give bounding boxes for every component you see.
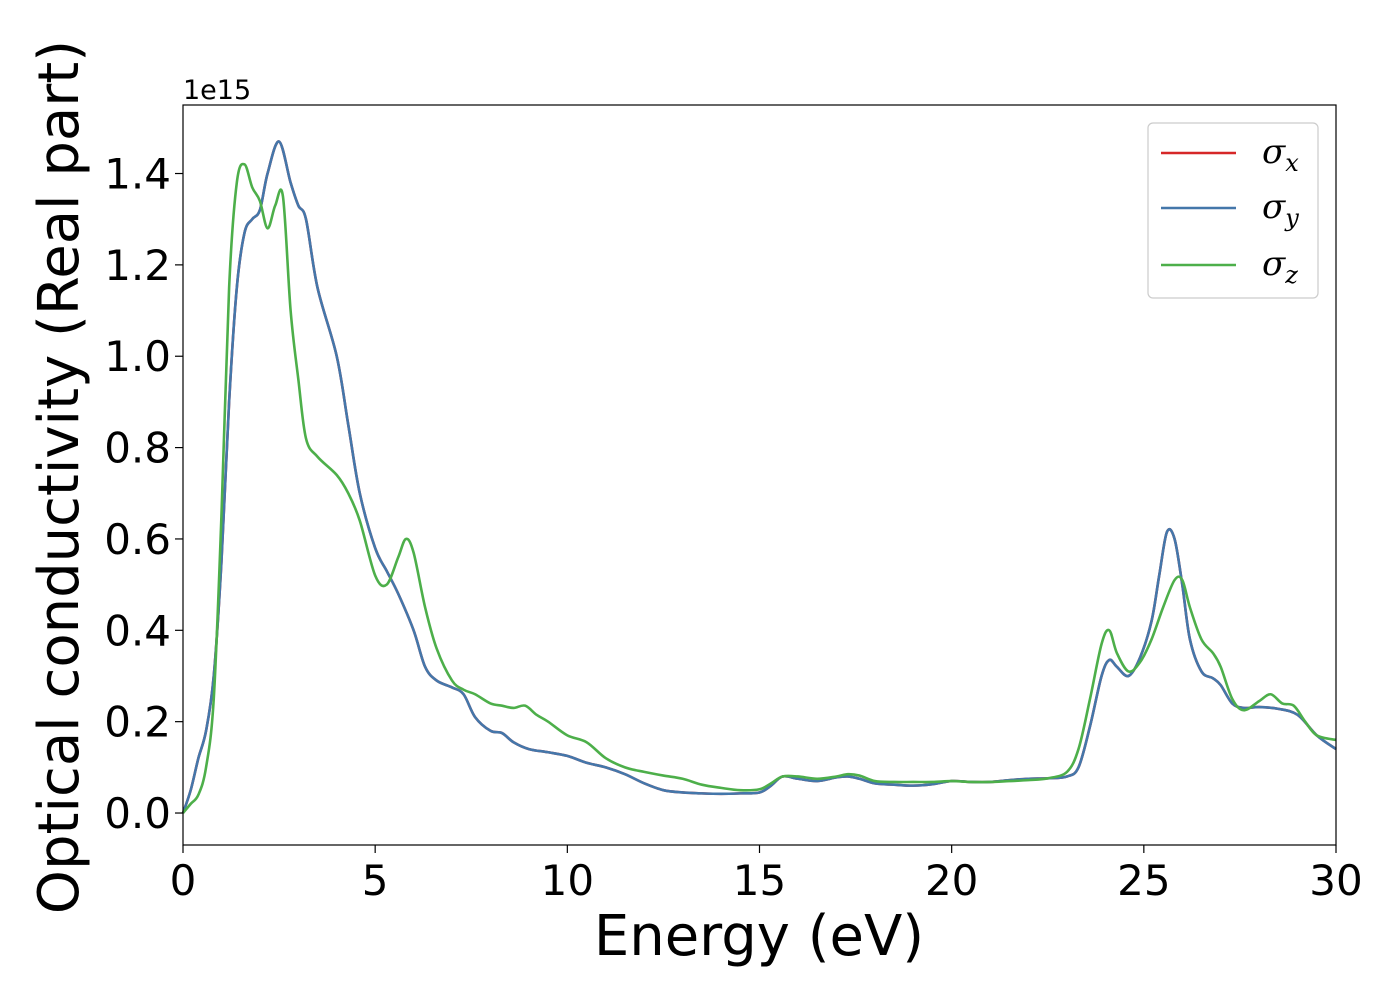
plot-background xyxy=(183,105,1336,845)
y-tick-label: 0.2 xyxy=(104,698,171,747)
x-tick-label: 5 xyxy=(362,856,389,905)
y-axis-label: Optical conductivity (Real part) xyxy=(27,40,92,914)
series-line-z xyxy=(182,162,1337,814)
y-tick-label: 1.2 xyxy=(104,241,171,290)
y-tick-label: 1.4 xyxy=(104,150,171,199)
x-axis-ticks: 0 5 10 15 20 25 30 xyxy=(170,845,1363,905)
series-line-y xyxy=(181,140,1337,814)
y-tick-label: 0.6 xyxy=(104,515,171,564)
y-axis-ticks: 0.0 0.2 0.4 0.6 0.8 1.0 1.2 1.4 xyxy=(104,150,183,838)
legend-label-x: σx xyxy=(1262,132,1299,177)
y-tick-label: 1.0 xyxy=(104,332,171,381)
x-tick-label: 15 xyxy=(733,856,786,905)
x-tick-label: 30 xyxy=(1309,856,1362,905)
y-tick-label: 0.0 xyxy=(104,789,171,838)
y-tick-label: 0.8 xyxy=(104,424,171,473)
x-tick-label: 10 xyxy=(541,856,594,905)
legend: σx σy σz xyxy=(1147,122,1319,299)
x-tick-label: 25 xyxy=(1117,856,1170,905)
series-layer xyxy=(181,140,1337,814)
x-tick-label: 20 xyxy=(925,856,978,905)
legend-items: σx σy σz xyxy=(1161,132,1299,289)
legend-box xyxy=(1147,122,1319,299)
legend-label-z: σz xyxy=(1262,244,1298,289)
y-tick-label: 0.4 xyxy=(104,606,171,655)
y-offset-text: 1e15 xyxy=(183,75,251,106)
legend-label-y: σy xyxy=(1262,187,1299,232)
x-tick-label: 0 xyxy=(170,856,197,905)
x-axis-label: Energy (eV) xyxy=(594,904,924,969)
